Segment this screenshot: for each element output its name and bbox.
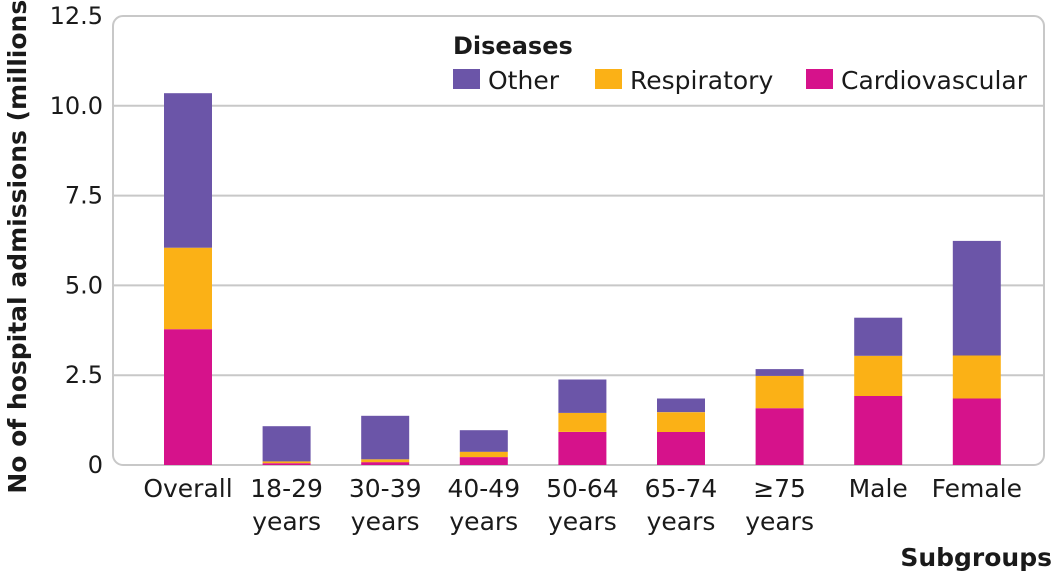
x-category-label: 30-39 [349, 474, 422, 503]
x-axis-title: Subgroups [900, 543, 1052, 572]
y-axis-ticks: 0 2.5 5.0 7.5 10.0 12.5 [50, 2, 103, 479]
bar-segment-other [361, 415, 410, 460]
x-axis-categories: Overall 18-29 years 30-39 years 40-49 years 50-… [143, 474, 1022, 536]
x-category-label: years [351, 507, 420, 536]
y-tick-label: 2.5 [65, 361, 103, 389]
x-category-label: years [252, 507, 321, 536]
x-category-label: years [745, 507, 814, 536]
bar-segment-other [558, 379, 607, 413]
x-category-label: 65-74 [645, 474, 718, 503]
bar-segment-other [854, 317, 903, 356]
x-category-label: 18-29 [250, 474, 323, 503]
bar-segment-respiratory [459, 451, 508, 458]
bar-segment-respiratory [755, 375, 804, 409]
legend-swatch-other [453, 69, 480, 89]
bar-segment-other [755, 369, 804, 376]
x-category-label: Female [932, 474, 1022, 503]
x-category-label: ≥75 [753, 474, 806, 503]
x-category-label: 50-64 [546, 474, 619, 503]
bar-segment-respiratory [952, 355, 1001, 399]
x-category-label: 40-49 [447, 474, 520, 503]
bar-segment-respiratory [657, 412, 705, 432]
x-category-label: Overall [143, 474, 232, 503]
bar-segment-other [459, 430, 508, 452]
bar-segment-respiratory [361, 459, 410, 463]
x-category-label: years [647, 507, 716, 536]
bar-segment-other [164, 93, 212, 248]
bar-segment-respiratory [164, 247, 212, 330]
legend-label-other: Other [488, 66, 560, 95]
legend-items: Other Respiratory Cardiovascular [453, 66, 1028, 95]
legend-swatch-cardiovascular [806, 69, 833, 89]
bar-segment-respiratory [558, 412, 607, 432]
bar-segment-cardiovascular [657, 432, 705, 465]
bar-segment-cardiovascular [164, 329, 212, 465]
bar-segment-respiratory [262, 461, 311, 464]
y-tick-label: 0 [88, 451, 103, 479]
legend: Diseases Other Respiratory Cardiovascular [453, 32, 1028, 95]
bar-segment-other [657, 398, 705, 413]
x-category-label: Male [849, 474, 908, 503]
y-tick-label: 5.0 [65, 271, 103, 299]
bar-segment-cardiovascular [459, 457, 508, 465]
bars [164, 93, 1001, 465]
bar-segment-cardiovascular [755, 408, 804, 465]
legend-label-cardiovascular: Cardiovascular [841, 66, 1028, 95]
bar-segment-cardiovascular [558, 432, 607, 465]
y-tick-label: 12.5 [50, 2, 103, 30]
legend-title: Diseases [453, 32, 573, 60]
bar-segment-cardiovascular [361, 462, 410, 465]
bar-segment-cardiovascular [854, 396, 903, 465]
legend-swatch-respiratory [595, 69, 622, 89]
bar-segment-other [262, 426, 311, 462]
bar-segment-other [952, 240, 1001, 356]
bar-segment-respiratory [854, 355, 903, 396]
y-tick-label: 10.0 [50, 92, 103, 120]
bar-segment-cardiovascular [262, 463, 311, 465]
gridlines [113, 104, 1044, 377]
x-category-label: years [449, 507, 518, 536]
y-axis-title: No of hospital admissions (millions) [3, 0, 32, 494]
y-tick-label: 7.5 [65, 182, 103, 210]
legend-label-respiratory: Respiratory [630, 66, 773, 95]
bar-segment-cardiovascular [952, 398, 1001, 465]
x-category-label: years [548, 507, 617, 536]
